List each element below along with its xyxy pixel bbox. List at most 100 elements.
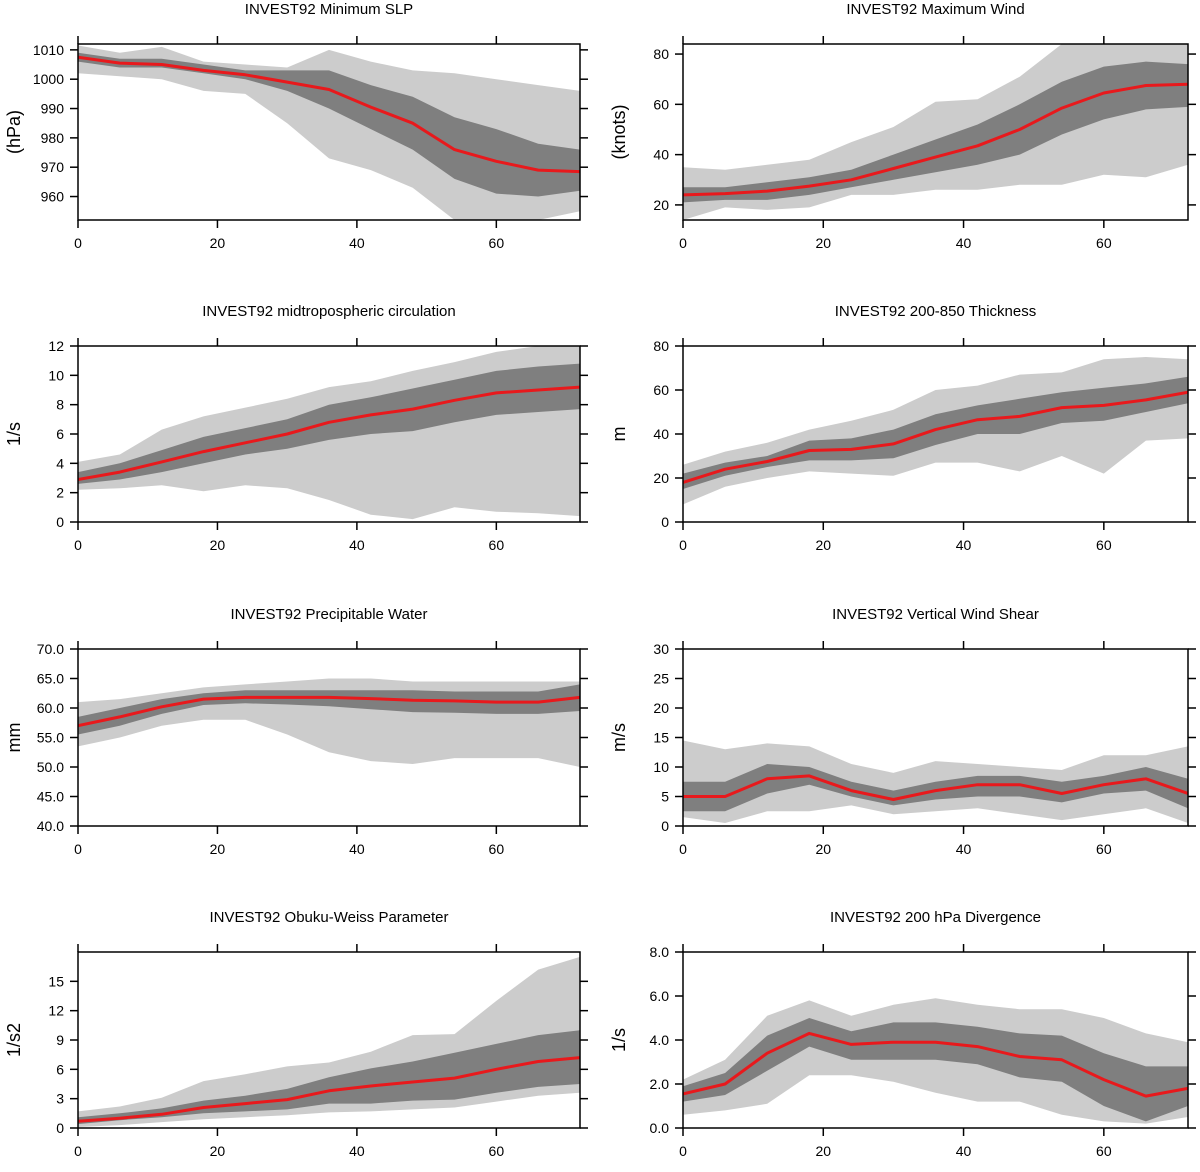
mean-line — [78, 55, 580, 174]
y-tick-label: 40 — [653, 147, 669, 163]
y-axis-label: (hPa) — [4, 110, 24, 154]
plot-area — [683, 740, 1188, 823]
inner-band — [683, 1018, 1188, 1122]
y-tick-label: 990 — [41, 101, 65, 117]
y-axis-label: 1/s2 — [4, 1023, 24, 1057]
y-tick-label: 4.0 — [650, 1032, 670, 1048]
y-axis-label: m/s — [609, 723, 629, 752]
y-tick-label: 6.0 — [650, 988, 670, 1004]
x-tick-label: 40 — [956, 1143, 972, 1159]
x-tick-label: 60 — [489, 235, 505, 251]
y-tick-label: 55.0 — [37, 730, 64, 746]
chart-title: INVEST92 200-850 Thickness — [835, 303, 1037, 320]
inner-band — [78, 1030, 580, 1125]
chart-panel-5: 0 20 40 60 40.0 45.0 50.0 55.0 60.0 65.0 70.0 INVES… — [4, 606, 588, 857]
y-tick-label: 45.0 — [37, 789, 64, 805]
x-tick-label: 20 — [815, 841, 831, 857]
x-tick-label: 0 — [679, 537, 687, 553]
y-tick-label: 80 — [653, 338, 669, 354]
x-tick-label: 20 — [210, 235, 226, 251]
chart-title: INVEST92 200 hPa Divergence — [830, 909, 1041, 926]
y-tick-label: 8 — [56, 397, 64, 413]
x-tick-label: 40 — [349, 235, 365, 251]
chart-title: INVEST92 Obuku-Weiss Parameter — [210, 909, 449, 926]
x-tick-label: 0 — [74, 1143, 82, 1159]
x-tick-label: 40 — [349, 841, 365, 857]
y-tick-label: 3 — [56, 1091, 64, 1107]
chart-panel-1: 0 20 40 60 960 970 980 990 1000 1010 INVEST92 Mini… — [4, 1, 588, 251]
x-tick-label: 60 — [1096, 841, 1112, 857]
x-tick-label: 40 — [956, 537, 972, 553]
y-tick-label: 12 — [48, 338, 64, 354]
y-tick-label: 2 — [56, 485, 64, 501]
y-tick-label: 8.0 — [650, 944, 670, 960]
y-axis-label: (knots) — [609, 104, 629, 159]
x-tick-label: 60 — [489, 841, 505, 857]
x-tick-label: 60 — [1096, 1143, 1112, 1159]
x-tick-label: 20 — [815, 235, 831, 251]
y-tick-label: 15 — [48, 973, 64, 989]
y-tick-label: 60 — [653, 382, 669, 398]
x-tick-label: 0 — [74, 235, 82, 251]
y-tick-label: 80 — [653, 46, 669, 62]
plot-area — [683, 998, 1188, 1124]
chart-panel-7: 0 20 40 60 0 3 6 9 12 15 INVEST92 Obuku-Weiss Para… — [4, 909, 588, 1159]
plot-area — [78, 956, 580, 1127]
inner-band — [78, 684, 580, 735]
x-tick-label: 40 — [956, 235, 972, 251]
y-tick-label: 0 — [661, 818, 669, 834]
y-axis-label: mm — [4, 723, 24, 753]
y-tick-label: 2.0 — [650, 1076, 670, 1092]
x-tick-label: 0 — [679, 1143, 687, 1159]
y-tick-label: 4 — [56, 455, 64, 471]
y-tick-label: 70.0 — [37, 641, 64, 657]
x-tick-label: 0 — [74, 841, 82, 857]
chart-title: INVEST92 Vertical Wind Shear — [832, 606, 1039, 623]
y-tick-label: 9 — [56, 1032, 64, 1048]
chart-panel-4: 0 20 40 60 0 20 40 60 80 INVEST92 200-850 Thickne… — [609, 303, 1196, 553]
chart-panel-3: 0 20 40 60 0 2 4 6 8 10 12 INVEST92 midtropospheric… — [4, 303, 588, 553]
x-tick-label: 60 — [1096, 235, 1112, 251]
y-tick-label: 30 — [653, 641, 669, 657]
y-tick-label: 25 — [653, 671, 669, 687]
y-tick-label: 1000 — [33, 71, 64, 87]
chart-panel-2: 0 20 40 60 20 40 60 80 INVEST92 Maximum Wind (kno… — [609, 1, 1196, 251]
inner-band — [78, 52, 580, 197]
x-tick-label: 20 — [210, 537, 226, 553]
x-tick-label: 20 — [815, 1143, 831, 1159]
y-axis-label: m — [609, 427, 629, 442]
chart-title: INVEST92 Maximum Wind — [846, 1, 1024, 18]
plot-area — [683, 44, 1188, 220]
y-tick-label: 0.0 — [650, 1120, 670, 1136]
mean-line — [683, 774, 1188, 801]
chart-panel-8: 0 20 40 60 0.0 2.0 4.0 6.0 8.0 INVEST92 200 hPa D… — [609, 909, 1196, 1159]
y-tick-label: 0 — [56, 1120, 64, 1136]
y-tick-label: 6 — [56, 1061, 64, 1077]
y-tick-label: 0 — [56, 514, 64, 530]
y-tick-label: 50.0 — [37, 759, 64, 775]
mean-line — [683, 82, 1188, 197]
y-tick-label: 1010 — [33, 42, 64, 58]
x-tick-label: 40 — [349, 1143, 365, 1159]
x-tick-label: 60 — [489, 1143, 505, 1159]
chart-title: INVEST92 midtropospheric circulation — [202, 303, 455, 320]
y-tick-label: 40 — [653, 426, 669, 442]
mean-line — [78, 385, 580, 481]
plot-area — [78, 45, 580, 220]
y-tick-label: 970 — [41, 159, 65, 175]
y-axis-label: 1/s — [4, 422, 24, 446]
mean-line — [683, 1031, 1188, 1098]
plot-area — [78, 346, 580, 520]
y-tick-label: 10 — [653, 759, 669, 775]
y-tick-label: 20 — [653, 470, 669, 486]
x-tick-label: 60 — [489, 537, 505, 553]
mean-line — [683, 390, 1188, 484]
y-tick-label: 960 — [41, 189, 65, 205]
y-tick-label: 0 — [661, 514, 669, 530]
y-tick-label: 5 — [661, 789, 669, 805]
mean-line — [78, 695, 580, 728]
chart-title: INVEST92 Precipitable Water — [230, 606, 427, 623]
x-tick-label: 20 — [210, 841, 226, 857]
chart-title: INVEST92 Minimum SLP — [245, 1, 413, 18]
chart-panel-6: 0 20 40 60 0 5 10 15 20 25 30 INVEST92 Vertical Win… — [609, 606, 1196, 857]
